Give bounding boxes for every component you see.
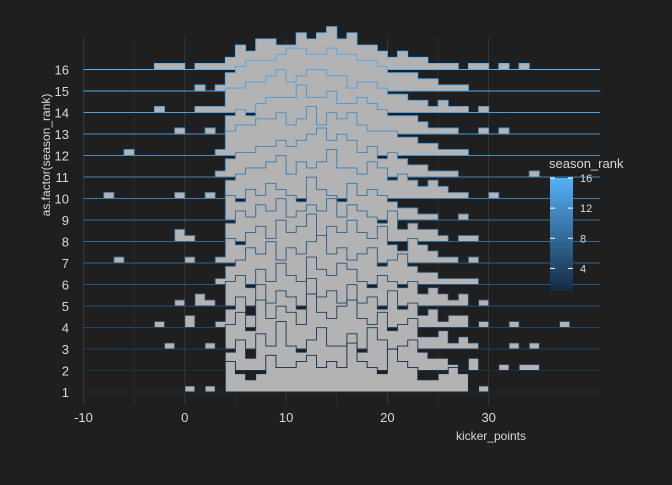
y-tick-label: 6 (62, 278, 69, 293)
x-tick-label: 10 (279, 410, 293, 425)
y-tick-label: 8 (62, 235, 69, 250)
y-axis-title: as.factor(season_rank) (39, 94, 53, 217)
y-tick-label: 16 (55, 63, 69, 78)
ridge-layer (83, 26, 601, 393)
y-tick-label: 2 (62, 364, 69, 379)
legend-tick-label: 16 (580, 173, 592, 185)
y-tick-label: 5 (62, 299, 69, 314)
y-tick-label: 9 (62, 213, 69, 228)
y-tick-label: 15 (55, 84, 69, 99)
x-tick-label: 20 (380, 410, 394, 425)
ridge-5 (83, 256, 601, 307)
legend-tick-label: 4 (580, 263, 586, 275)
color-legend: season_rank 16 12 8 4 (549, 156, 624, 291)
y-tick-label: 1 (62, 385, 69, 400)
y-tick-label: 12 (55, 149, 69, 164)
x-axis-title: kicker_points (456, 429, 526, 443)
y-tick-label: 7 (62, 256, 69, 271)
legend-tick-label: 12 (580, 203, 592, 215)
y-tick-label: 10 (55, 192, 69, 207)
ridge-10 (83, 149, 601, 199)
ridge-16 (83, 26, 601, 70)
y-tick-label: 4 (62, 321, 69, 336)
x-tick-label: -10 (74, 410, 93, 425)
x-tick-label: 0 (181, 410, 188, 425)
y-tick-label: 13 (55, 127, 69, 142)
y-tick-label: 11 (56, 170, 70, 185)
y-tick-label: 14 (55, 106, 69, 121)
y-tick-label: 3 (62, 342, 69, 357)
legend-title: season_rank (549, 156, 624, 171)
legend-ticks: 16 12 8 4 (550, 173, 592, 275)
ridge-3 (83, 293, 601, 350)
legend-colorbar (550, 178, 573, 291)
x-tick-label: 30 (481, 410, 495, 425)
legend-tick-label: 8 (580, 233, 586, 245)
